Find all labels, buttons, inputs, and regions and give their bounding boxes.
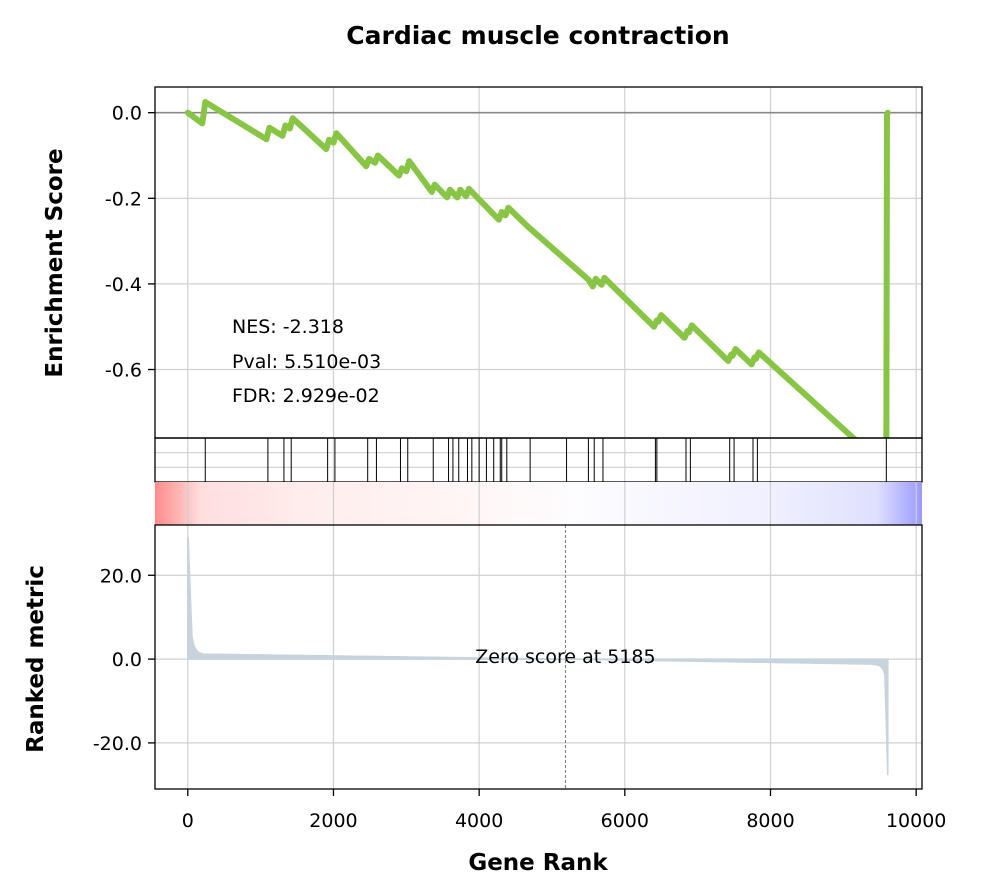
enrichment-score-line [184, 99, 891, 438]
ranked-metric-y-ticks: 20.0 0.0 -20.0 [93, 565, 155, 755]
x-axis-ticks: 0 2000 4000 6000 8000 10000 [182, 789, 946, 832]
gene-hit-marks [204, 438, 887, 482]
y-tick-label: -0.6 [105, 360, 142, 382]
hits-panel-frame [154, 437, 923, 483]
fdr-annotation: FDR: 2.929e-02 [232, 385, 380, 407]
chart-title: Cardiac muscle contraction [346, 21, 729, 50]
y-tick-label: -0.2 [105, 188, 142, 210]
x-tick-label: 4000 [455, 810, 503, 832]
rank-heatmap [155, 482, 922, 525]
x-tick-label: 0 [182, 810, 194, 832]
ranked-metric-frame [154, 524, 923, 790]
ranked-metric-area [187, 536, 889, 776]
enrichment-y-ticks: 0.0 -0.2 -0.4 -0.6 [105, 103, 155, 382]
x-tick-label: 2000 [309, 810, 357, 832]
y-tick-label: 0.0 [112, 649, 142, 671]
zero-score-annotation: Zero score at 5185 [475, 646, 655, 668]
x-tick-label: 8000 [746, 810, 794, 832]
y-tick-label: 20.0 [100, 565, 142, 587]
ranked-metric-y-axis-label: Ranked metric [23, 565, 49, 753]
enrichment-y-axis-label: Enrichment Score [42, 148, 68, 377]
y-tick-label: 0.0 [112, 103, 142, 125]
nes-annotation: NES: -2.318 [232, 316, 344, 338]
x-tick-label: 6000 [601, 810, 649, 832]
heatmap-grid [187, 482, 917, 525]
x-tick-label: 10000 [886, 810, 946, 832]
y-tick-label: -0.4 [105, 274, 142, 296]
hits-grid [155, 438, 922, 482]
x-axis-label: Gene Rank [468, 850, 608, 876]
pval-annotation: Pval: 5.510e-03 [232, 351, 381, 373]
y-tick-label: -20.0 [93, 733, 142, 755]
